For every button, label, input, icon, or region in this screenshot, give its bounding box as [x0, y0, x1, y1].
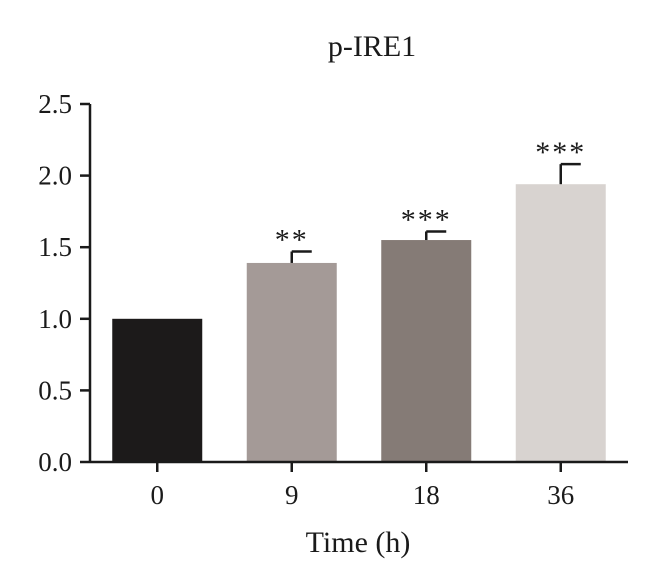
y-tick-label: 1.5 [38, 232, 72, 262]
bar-0 [112, 318, 203, 462]
axes-group [88, 104, 628, 464]
bar-36 [515, 184, 606, 462]
chart-title: p-IRE1 [328, 30, 416, 63]
bars-group [112, 184, 606, 462]
significance-group: ******** [275, 136, 586, 256]
error-bar-18 [425, 230, 447, 241]
y-tick-label: 0.5 [38, 375, 72, 405]
x-tick-label: 9 [285, 480, 299, 510]
error-bar-36 [559, 162, 581, 185]
x-axis-label: Time (h) [306, 526, 411, 559]
error-bars-group [290, 162, 581, 263]
bar-9 [246, 262, 337, 462]
x-tick-label: 36 [547, 480, 574, 510]
y-tick-label: 2.0 [38, 161, 72, 191]
y-tick-label: 0.0 [38, 447, 72, 477]
bar-18 [381, 240, 472, 462]
significance-marker-9: ** [275, 223, 309, 256]
x-ticks-group: 0 9 18 36 [151, 462, 574, 510]
significance-marker-18: *** [401, 203, 452, 236]
y-tick-label: 1.0 [38, 304, 72, 334]
y-ticks-group: 0.0 0.5 1.0 1.5 2.0 2.5 [38, 89, 90, 477]
error-bar-9 [290, 250, 312, 263]
x-tick-label: 18 [413, 480, 440, 510]
x-tick-label: 0 [151, 480, 165, 510]
significance-marker-36: *** [535, 136, 586, 169]
y-tick-label: 2.5 [38, 89, 72, 119]
